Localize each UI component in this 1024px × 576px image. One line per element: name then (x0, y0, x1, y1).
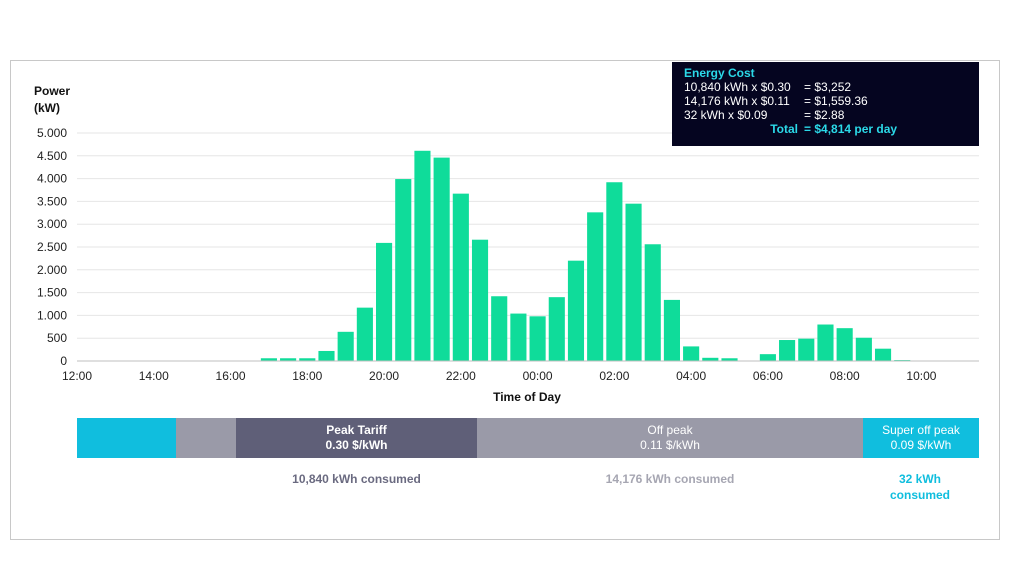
energy-cost-box: Energy Cost 10,840 kWh x $0.30 = $3,252 … (672, 62, 979, 146)
x-tick-label: 04:00 (676, 369, 706, 383)
cost-row: 32 kWh x $0.09 = $2.88 (684, 108, 979, 122)
y-tick-label: 500 (47, 331, 67, 345)
y-axis-title-line1: Power (34, 84, 70, 98)
cost-total-row: Total = $4,814 per day (684, 122, 979, 136)
off-peak-name: Off peak (647, 423, 693, 437)
power-bar (721, 358, 738, 361)
power-bar (606, 182, 623, 361)
cost-result: = $2.88 (804, 108, 845, 122)
y-tick-label: 1.500 (37, 286, 67, 300)
tariff-timeline: Peak Tariff 0.30 $/kWh Off peak 0.11 $/k… (77, 418, 979, 458)
power-bar (548, 297, 565, 361)
peak-tariff-segment: Peak Tariff 0.30 $/kWh (236, 418, 477, 458)
power-bar (280, 358, 297, 361)
y-tick-label: 4.000 (37, 172, 67, 186)
peak-tariff-rate: 0.30 $/kWh (325, 438, 388, 452)
x-tick-label: 02:00 (599, 369, 629, 383)
peak-tariff-name: Peak Tariff (326, 423, 387, 437)
super-off-peak-segment-start (77, 418, 176, 458)
power-bar (798, 338, 815, 361)
cost-result: = $1,559.36 (804, 94, 868, 108)
off-peak-segment: Off peak 0.11 $/kWh (477, 418, 863, 458)
power-bar (471, 239, 489, 361)
off-peak-rate: 0.11 $/kWh (640, 438, 700, 452)
y-tick-label: 2.500 (37, 240, 67, 254)
power-bar (299, 358, 316, 361)
power-bar (836, 328, 853, 361)
energy-cost-title: Energy Cost (684, 66, 755, 80)
cost-total-value: = $4,814 per day (804, 122, 898, 136)
y-tick-label: 2.000 (37, 263, 67, 277)
power-bar (817, 324, 834, 361)
cost-total-label: Total (770, 122, 798, 136)
power-bar (318, 350, 335, 361)
super-off-peak-consumed-line2: consumed (889, 488, 950, 502)
y-tick-label: 1.000 (37, 308, 67, 322)
x-tick-label: 16:00 (216, 369, 246, 383)
y-tick-label: 0 (60, 354, 67, 368)
power-bar (395, 179, 412, 361)
power-bar (855, 337, 872, 361)
power-bar (663, 299, 680, 361)
power-bar (356, 307, 373, 361)
x-tick-label: 10:00 (906, 369, 936, 383)
power-bar (260, 358, 277, 361)
super-off-peak-name: Super off peak (882, 423, 960, 437)
power-bar (644, 244, 661, 361)
x-tick-label: 00:00 (523, 369, 553, 383)
power-bar (587, 212, 604, 361)
cost-expression: 32 kWh x $0.09 (684, 108, 768, 122)
super-off-peak-consumed-label: 32 kWh consumed (862, 471, 978, 503)
x-tick-label: 18:00 (292, 369, 322, 383)
y-tick-label: 3.000 (37, 217, 67, 231)
x-tick-label: 20:00 (369, 369, 399, 383)
x-tick-label: 06:00 (753, 369, 783, 383)
off-peak-consumed-label: 14,176 kWh consumed (605, 472, 735, 486)
power-bar (510, 313, 527, 361)
power-bar (759, 354, 776, 361)
power-bar (452, 193, 469, 361)
x-tick-label: 22:00 (446, 369, 476, 383)
y-tick-label: 5.000 (37, 126, 67, 140)
power-bar (414, 150, 431, 361)
peak-consumed-label: 10,840 kWh consumed (292, 472, 421, 486)
power-bar (683, 346, 700, 361)
x-tick-label: 14:00 (139, 369, 169, 383)
x-tick-label: 08:00 (830, 369, 860, 383)
super-off-peak-rate: 0.09 $/kWh (890, 438, 952, 452)
y-tick-label: 3.500 (37, 194, 67, 208)
cost-result: = $3,252 (804, 80, 852, 94)
power-bar (779, 340, 796, 361)
power-bar (625, 203, 642, 361)
cost-row: 10,840 kWh x $0.30 = $3,252 (684, 80, 979, 94)
power-bar (337, 331, 354, 361)
power-bar (529, 316, 546, 361)
power-bar (491, 296, 508, 361)
y-tick-label: 4.500 (37, 149, 67, 163)
cost-expression: 14,176 kWh x $0.11 (684, 94, 790, 108)
power-bar (376, 242, 393, 361)
y-axis-title-line2: (kW) (34, 101, 60, 115)
power-bar (874, 348, 892, 361)
super-off-peak-segment: Super off peak 0.09 $/kWh (863, 418, 979, 458)
cost-expression: 10,840 kWh x $0.30 (684, 80, 791, 94)
off-peak-segment-start (176, 418, 236, 458)
power-bar (433, 157, 450, 361)
cost-row: 14,176 kWh x $0.11 = $1,559.36 (684, 94, 979, 108)
power-bar (567, 260, 585, 361)
power-bar (702, 357, 719, 361)
super-off-peak-consumed-line1: 32 kWh (898, 472, 941, 486)
x-axis-title: Time of Day (493, 390, 561, 404)
x-tick-label: 12:00 (62, 369, 92, 383)
